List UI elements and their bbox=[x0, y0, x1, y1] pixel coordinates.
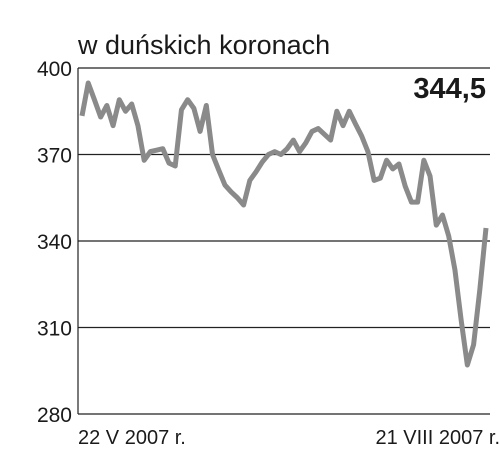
price-line bbox=[79, 80, 489, 368]
last-value-annotation: 344,5 bbox=[413, 73, 486, 105]
y-tick-label: 280 bbox=[37, 404, 72, 427]
y-tick-label: 340 bbox=[37, 231, 72, 254]
chart-title: w duńskich koronach bbox=[77, 30, 330, 60]
y-tick-label: 310 bbox=[37, 318, 72, 341]
x-tick-label: 22 V 2007 r. bbox=[78, 427, 186, 449]
x-tick-label: 21 VIII 2007 r. bbox=[375, 427, 500, 449]
y-tick-label: 400 bbox=[37, 58, 72, 81]
y-tick-label: 370 bbox=[37, 145, 72, 168]
